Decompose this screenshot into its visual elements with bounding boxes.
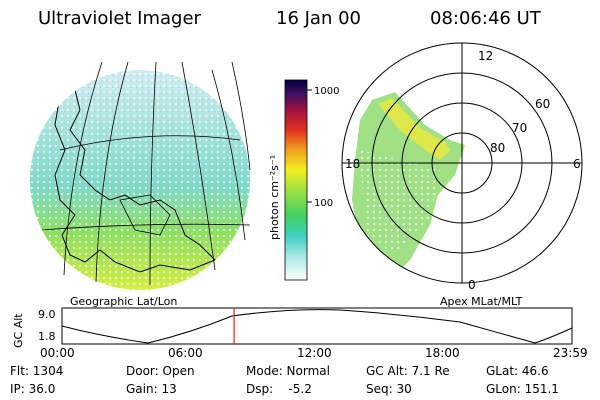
altitude-axis-label: GC Alt xyxy=(12,313,25,348)
colorbar-tick-100: 100 xyxy=(314,198,333,209)
lat-label-60: 60 xyxy=(535,97,550,111)
lat-label-70: 70 xyxy=(512,121,527,135)
altitude-curve xyxy=(61,309,573,344)
colorbar-gradient xyxy=(284,79,308,281)
observation-time: 08:06:46 UT xyxy=(430,8,541,29)
status-glat: GLat: 46.6 xyxy=(486,364,549,378)
mlt-label-0: 0 xyxy=(468,278,476,292)
status-ip: IP: 36.0 xyxy=(10,382,56,396)
colorbar-unit-label: photon cm⁻²s⁻¹ xyxy=(268,155,281,240)
status-gc-alt: GC Alt: 7.1 Re xyxy=(366,364,450,378)
time-tick-0000: 00:00 xyxy=(40,346,75,360)
time-tick-0600: 06:00 xyxy=(168,346,203,360)
instrument-title: Ultraviolet Imager xyxy=(38,8,201,29)
geo-disk xyxy=(30,70,250,290)
status-flt: Flt: 1304 xyxy=(10,364,64,378)
mlt-label-6: 6 xyxy=(573,157,581,171)
alt-tick-9: 9.0 xyxy=(38,308,56,321)
alt-tick-1.8: 1.8 xyxy=(38,330,56,343)
observation-date: 16 Jan 00 xyxy=(276,8,361,29)
status-dsp: Dsp: -5.2 xyxy=(246,382,312,396)
polar-grid xyxy=(341,42,583,284)
status-door: Door: Open xyxy=(126,364,195,378)
status-mode: Mode: Normal xyxy=(246,364,330,378)
time-tick-1200: 12:00 xyxy=(297,346,332,360)
status-seq: Seq: 30 xyxy=(366,382,412,396)
status-gain: Gain: 13 xyxy=(126,382,177,396)
polar-panel-label: Apex MLat/MLT xyxy=(440,295,523,308)
time-tick-1800: 18:00 xyxy=(425,346,460,360)
geo-grid xyxy=(41,61,251,286)
mlt-label-12: 12 xyxy=(478,49,493,63)
lat-label-80: 80 xyxy=(490,141,505,155)
time-tick-2359: 23:59 xyxy=(553,346,588,360)
altitude-frame xyxy=(61,307,573,345)
mlt-label-18: 18 xyxy=(345,157,360,171)
geographic-panel-label: Geographic Lat/Lon xyxy=(70,295,178,308)
colorbar-tick-1000: 1000 xyxy=(314,86,339,97)
status-glon: GLon: 151.1 xyxy=(486,382,559,396)
